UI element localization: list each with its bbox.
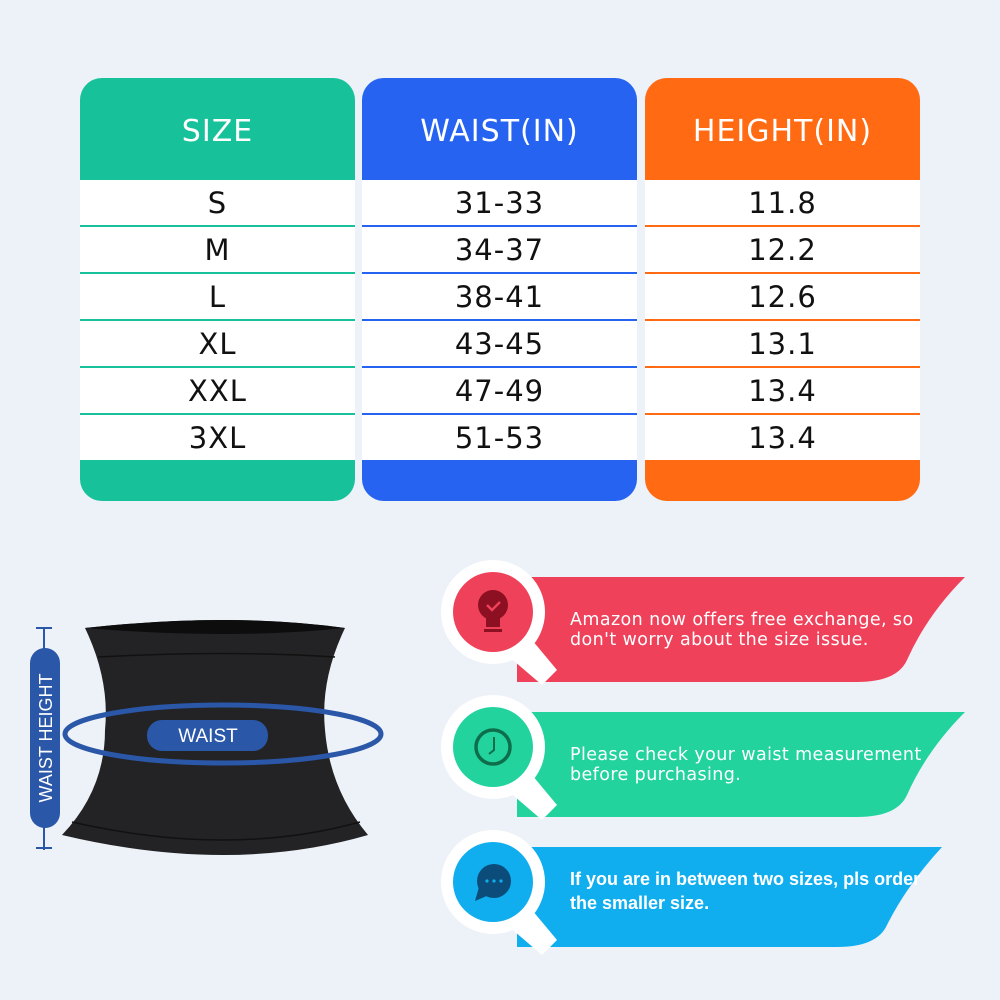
tip-exchange-text: Amazon now offers free exchange, so don'… [570,610,914,650]
height-cell: 12.6 [645,274,920,319]
waist-cell: 38-41 [362,274,637,319]
height-column: HEIGHT(IN) 11.8 12.2 12.6 13.1 13.4 13.4 [645,78,920,501]
size-cell: L [80,274,355,319]
height-cell: 13.4 [645,415,920,460]
size-cell: 3XL [80,415,355,460]
tip-exchange: Amazon now offers free exchange, so don'… [437,555,977,685]
height-cell: 13.1 [645,321,920,366]
waist-cell: 34-37 [362,227,637,272]
size-cell: M [80,227,355,272]
tip-measure: Please check your waist measurement befo… [437,690,977,820]
lightbulb-check-icon [478,590,508,632]
waist-label: WAIST [178,726,238,747]
height-header: HEIGHT(IN) [692,113,873,149]
waist-cell: 51-53 [362,415,637,460]
waist-column: WAIST(IN) 31-33 34-37 38-41 43-45 47-49 … [362,78,637,501]
chat-bubble-icon [475,864,511,901]
waist-height-label: WAIST HEIGHT [36,673,56,802]
waist-height-badge [30,648,60,828]
waist-cell: 43-45 [362,321,637,366]
height-cell: 11.8 [645,180,920,225]
size-cell: XXL [80,368,355,413]
waist-header: WAIST(IN) [420,113,579,149]
size-cell: XL [80,321,355,366]
waist-cell: 31-33 [362,180,637,225]
tip-between-sizes: If you are in between two sizes, pls ord… [437,825,977,955]
waist-trainer-image: WAIST HEIGHT WAIST [30,620,384,855]
waist-badge [147,720,268,751]
height-cell: 12.2 [645,227,920,272]
height-cell: 13.4 [645,368,920,413]
tip-measure-text: Please check your waist measurement befo… [570,745,922,785]
size-header: SIZE [181,113,254,149]
size-column: SIZE S M L XL XXL 3XL [80,78,355,501]
tip-between-sizes-text: If you are in between two sizes, pls ord… [570,869,921,913]
waist-ring [62,702,384,766]
waist-cell: 47-49 [362,368,637,413]
size-cell: S [80,180,355,225]
clock-icon [474,728,512,766]
